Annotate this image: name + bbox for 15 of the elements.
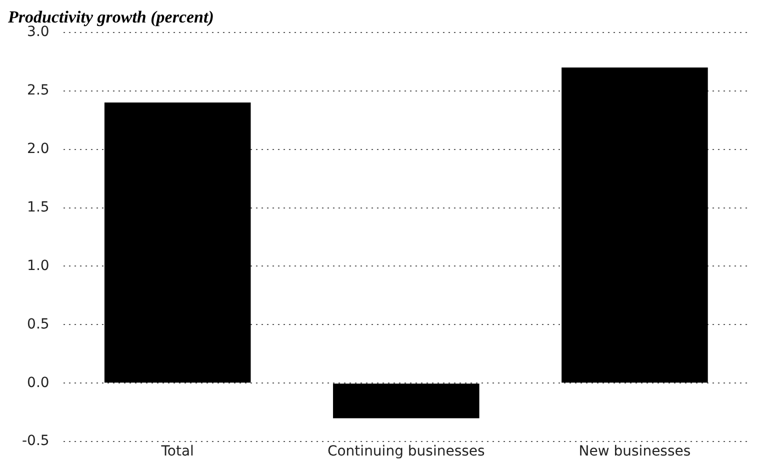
y-tick-label: 1.0	[27, 258, 50, 274]
y-tick-label: 2.5	[27, 82, 50, 98]
chart-title: Productivity growth (percent)	[7, 8, 214, 27]
x-tick-label: New businesses	[578, 444, 691, 460]
x-tick-label: Continuing businesses	[327, 444, 485, 460]
bar	[562, 67, 708, 383]
y-tick-label: 2.0	[27, 140, 50, 157]
bar	[104, 102, 251, 383]
y-tick-label: 0.0	[27, 374, 50, 391]
bar	[333, 384, 480, 418]
y-tick-label: 1.5	[27, 199, 50, 216]
y-tick-label: 3.0	[27, 24, 50, 40]
x-tick-label: Total	[160, 444, 194, 460]
y-tick-label: -0.5	[22, 433, 50, 450]
y-tick-label: 0.5	[27, 316, 50, 332]
